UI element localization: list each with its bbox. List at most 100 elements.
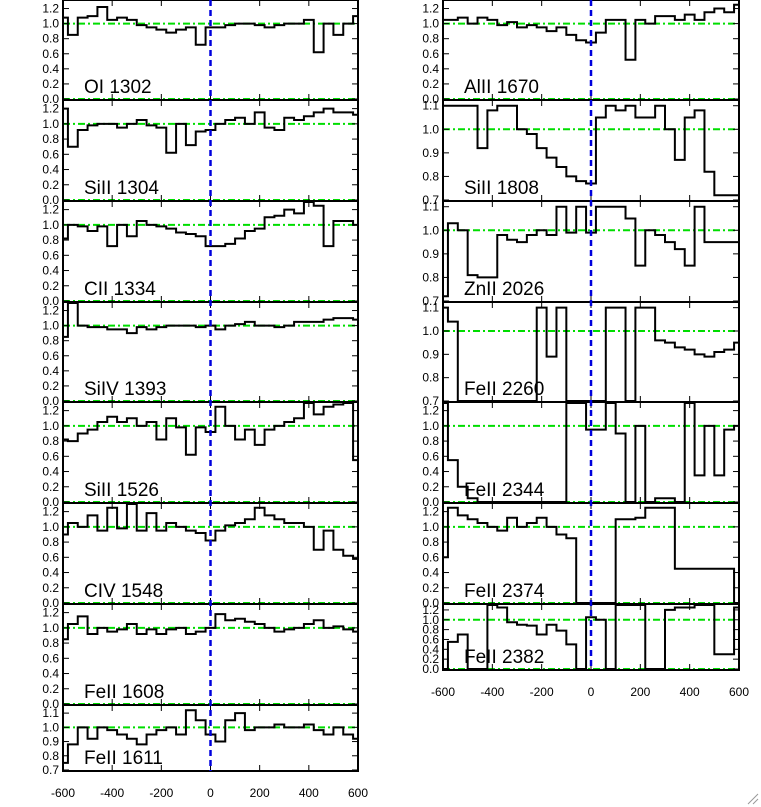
y-tick-label: 0.4: [422, 62, 439, 76]
y-tick-label: 0.4: [42, 264, 59, 278]
y-tick-label: 0.4: [42, 667, 59, 681]
y-tick-label: 0.4: [42, 62, 59, 76]
y-tick-label: 0.8: [42, 132, 59, 146]
y-tick-label: 1.0: [42, 319, 59, 333]
y-tick-label: 0.6: [42, 550, 59, 564]
y-tick-label: 0.8: [422, 169, 439, 183]
y-tick-label: 0.6: [422, 47, 439, 61]
y-tick-label: 0.0: [422, 662, 439, 676]
y-tick-label: 0.0: [42, 596, 59, 610]
spectrum-line: [443, 104, 739, 197]
y-tick-label: 1.1: [42, 706, 59, 720]
y-tick-label: 1.2: [422, 404, 439, 418]
panel-label: SiII 1304: [84, 178, 159, 199]
y-tick-label: 0.2: [422, 77, 439, 91]
y-tick-label: 0.8: [42, 334, 59, 348]
y-tick-label: 1.0: [422, 520, 439, 534]
x-tick-label: -200: [530, 685, 554, 699]
y-tick-label: 0.0: [42, 193, 59, 207]
y-tick-label: 1.0: [422, 17, 439, 31]
x-tick-label: -600: [431, 685, 455, 699]
y-tick-label: 0.8: [422, 32, 439, 46]
y-tick-label: 0.6: [42, 349, 59, 363]
y-tick-label: 0.8: [42, 233, 59, 247]
panel-label: FeII 2344: [464, 480, 545, 501]
y-tick-label: 0.6: [42, 147, 59, 161]
y-tick-label: 0.4: [422, 566, 439, 580]
y-tick-label: 1.0: [42, 520, 59, 534]
y-tick-label: 0.7: [422, 193, 439, 207]
y-tick-label: 0.0: [422, 596, 439, 610]
y-tick-label: 0.4: [42, 566, 59, 580]
y-tick-label: 0.4: [42, 465, 59, 479]
y-tick-label: 1.1: [422, 99, 439, 113]
y-tick-label: 1.2: [42, 2, 59, 16]
spectrum-line: [63, 6, 358, 54]
y-tick-label: 0.8: [422, 371, 439, 385]
spectrum-line: [443, 3, 739, 61]
panel-label: FeII 2382: [464, 647, 544, 668]
y-tick-label: 0.6: [42, 651, 59, 665]
x-tick-label: 400: [299, 786, 319, 800]
y-tick-label: 0.8: [422, 270, 439, 284]
y-tick-label: 1.0: [42, 218, 59, 232]
y-tick-label: 1.0: [42, 17, 59, 31]
x-tick-label: 600: [348, 786, 368, 800]
panel-label: FeII 2374: [464, 581, 545, 602]
y-tick-label: 0.9: [42, 735, 59, 749]
y-tick-label: 0.6: [42, 47, 59, 61]
y-tick-label: 1.1: [422, 301, 439, 315]
y-tick-label: 0.0: [42, 495, 59, 509]
y-tick-label: 1.2: [422, 505, 439, 519]
spectrum-line: [63, 613, 358, 641]
spectrum-line: [63, 107, 358, 154]
y-tick-label: 0.0: [42, 394, 59, 408]
y-tick-label: 0.2: [42, 682, 59, 696]
y-tick-label: 0.7: [42, 763, 59, 777]
y-tick-label: 0.8: [42, 636, 59, 650]
spectrum-line: [443, 506, 739, 604]
y-tick-label: 1.0: [42, 621, 59, 635]
y-tick-label: 1.2: [422, 603, 439, 617]
y-tick-label: 0.7: [422, 394, 439, 408]
y-tick-label: 0.8: [422, 623, 439, 637]
y-tick-label: 0.2: [42, 480, 59, 494]
x-tick-label: 200: [250, 786, 270, 800]
y-tick-label: 1.0: [42, 419, 59, 433]
x-tick-label: 0: [207, 786, 214, 800]
x-tick-label: -600: [51, 786, 75, 800]
x-tick-label: 600: [729, 685, 749, 699]
y-tick-label: 0.6: [42, 449, 59, 463]
y-tick-label: 1.0: [422, 122, 439, 136]
y-tick-label: 0.4: [422, 642, 439, 656]
y-tick-label: 0.0: [42, 697, 59, 711]
y-tick-label: 1.2: [42, 102, 59, 116]
y-tick-label: 0.2: [422, 581, 439, 595]
y-tick-label: 0.0: [422, 495, 439, 509]
x-tick-label: 400: [680, 685, 700, 699]
y-tick-label: 0.9: [422, 146, 439, 160]
y-tick-label: 1.0: [42, 720, 59, 734]
y-tick-label: 0.8: [42, 749, 59, 763]
y-tick-label: 1.0: [422, 419, 439, 433]
panel-label: FeII 1611: [84, 748, 163, 769]
y-tick-label: 0.4: [42, 364, 59, 378]
panel-label: SiIV 1393: [84, 379, 166, 400]
y-tick-label: 0.8: [42, 434, 59, 448]
panel-label: AlII 1670: [464, 77, 539, 98]
y-tick-label: 0.2: [42, 77, 59, 91]
y-tick-label: 1.2: [42, 606, 59, 620]
spectrum-line: [443, 205, 739, 298]
y-tick-label: 0.8: [422, 434, 439, 448]
y-tick-label: 0.4: [42, 163, 59, 177]
y-tick-label: 0.2: [42, 178, 59, 192]
resize-grip-icon: [747, 793, 759, 805]
y-tick-label: 1.0: [422, 324, 439, 338]
y-tick-label: 0.8: [42, 535, 59, 549]
panel-label: FeII 2260: [464, 379, 544, 400]
panel-label: CII 1334: [84, 279, 156, 300]
x-tick-label: 0: [588, 685, 595, 699]
panel-label: OI 1302: [84, 77, 152, 98]
y-tick-label: 0.6: [422, 449, 439, 463]
